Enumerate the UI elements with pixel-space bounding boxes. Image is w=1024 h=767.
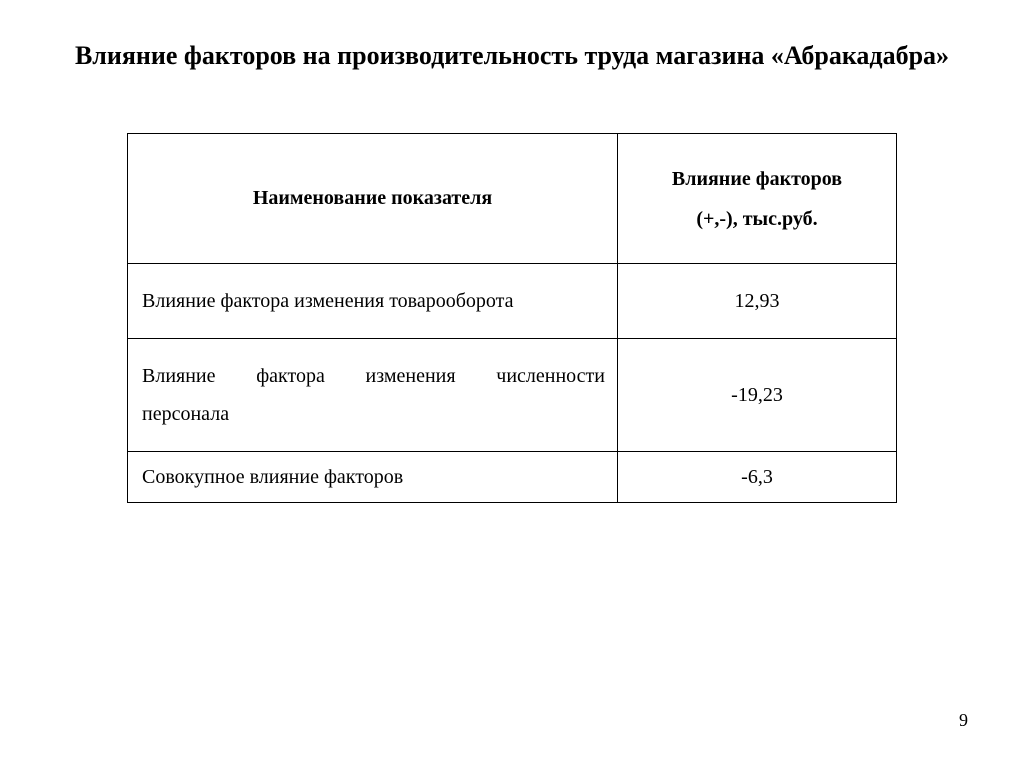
row-label-personnel: Влияние фактора изменения численности пе… <box>128 339 618 452</box>
row-value-total: -6,3 <box>618 452 897 503</box>
col-header-factor-influence: Влияние факторов (+,-), тыс.руб. <box>618 134 897 264</box>
page-number: 9 <box>959 710 968 731</box>
row-label-turnover: Влияние фактора изменения товарооборота <box>128 264 618 339</box>
row-label-total: Совокупное влияние факторов <box>128 452 618 503</box>
table-header-row: Наименование показателя Влияние факторов… <box>128 134 897 264</box>
table-row: Влияние фактора изменения товарооборота … <box>128 264 897 339</box>
row-label-personnel-line1: Влияние фактора изменения численности <box>142 365 605 387</box>
table-row: Совокупное влияние факторов -6,3 <box>128 452 897 503</box>
factors-table-container: Наименование показателя Влияние факторов… <box>127 133 897 503</box>
row-value-personnel: -19,23 <box>618 339 897 452</box>
row-label-personnel-line2: персонала <box>142 395 605 433</box>
factors-table: Наименование показателя Влияние факторов… <box>127 133 897 503</box>
col-header-line1: Влияние факторов <box>672 168 842 190</box>
col-header-line2: (+,-), тыс.руб. <box>696 208 817 230</box>
row-value-turnover: 12,93 <box>618 264 897 339</box>
table-row: Влияние фактора изменения численности пе… <box>128 339 897 452</box>
slide-title: Влияние факторов на производительность т… <box>0 0 1024 73</box>
col-header-indicator-name: Наименование показателя <box>128 134 618 264</box>
